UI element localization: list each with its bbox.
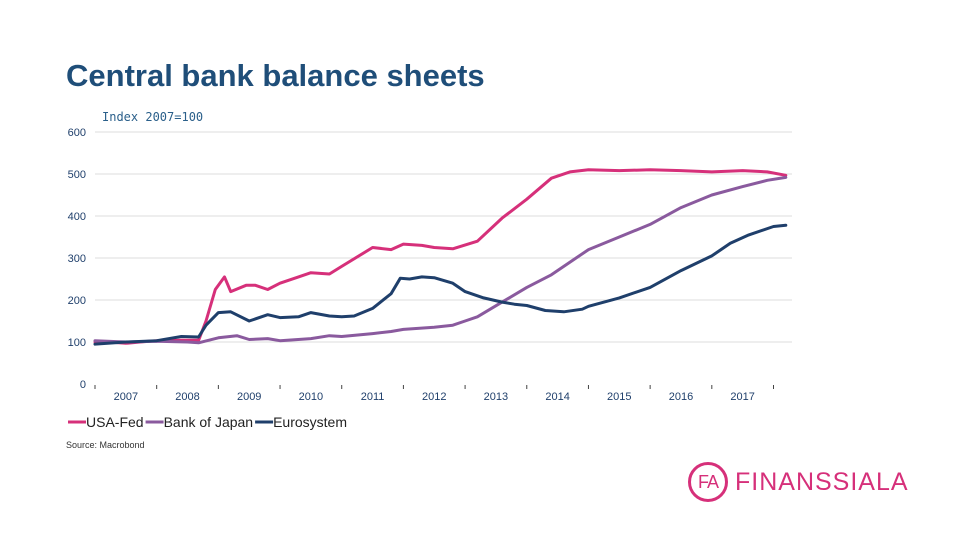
fa-logo-icon: FA [688, 462, 728, 502]
x-tick-label: 2011 [361, 391, 385, 403]
logo-wordmark: FINANSSIALA [735, 467, 909, 496]
x-tick-label: 2007 [114, 391, 138, 403]
series-line-usa-fed [93, 168, 788, 345]
y-tick-label: 100 [68, 337, 86, 349]
chart-legend: USA-Fed Bank of Japan Eurosystem [68, 414, 347, 430]
x-tick-label: 2012 [422, 391, 446, 403]
finanssiala-logo: FA FINANSSIALA [688, 462, 909, 502]
x-tick-label: 2016 [669, 391, 693, 403]
y-tick-label: 400 [68, 211, 86, 223]
x-tick-label: 2014 [545, 391, 569, 403]
x-tick-label: 2013 [484, 391, 508, 403]
x-tick-label: 2009 [237, 391, 261, 403]
series-lines [93, 168, 788, 346]
y-axis-ticks: 0 100 200 300 400 500 600 [68, 127, 86, 391]
y-tick-label: 600 [68, 127, 86, 139]
x-axis-ticks: 2007 2008 2009 2010 2011 2012 2013 2014 2015 2016… [94, 385, 774, 403]
x-tick-label: 2008 [175, 391, 199, 403]
x-tick-label: 2015 [607, 391, 631, 403]
y-tick-label: 200 [68, 295, 86, 307]
gridlines [95, 131, 792, 343]
x-tick-label: 2010 [299, 391, 323, 403]
x-tick-label: 2017 [730, 391, 754, 403]
y-tick-label: 0 [80, 379, 86, 391]
y-tick-label: 300 [68, 253, 86, 265]
series-line-bank-of-japan [93, 175, 788, 345]
series-line-eurosystem [93, 223, 788, 346]
chart-subtitle: Index 2007=100 [102, 110, 204, 124]
page-title: Central bank balance sheets [66, 58, 485, 93]
source-note: Source: Macrobond [66, 440, 145, 450]
legend-label: Eurosystem [273, 414, 347, 430]
legend-label: Bank of Japan [164, 414, 254, 430]
legend-label: USA-Fed [86, 414, 144, 430]
y-tick-label: 500 [68, 169, 86, 181]
